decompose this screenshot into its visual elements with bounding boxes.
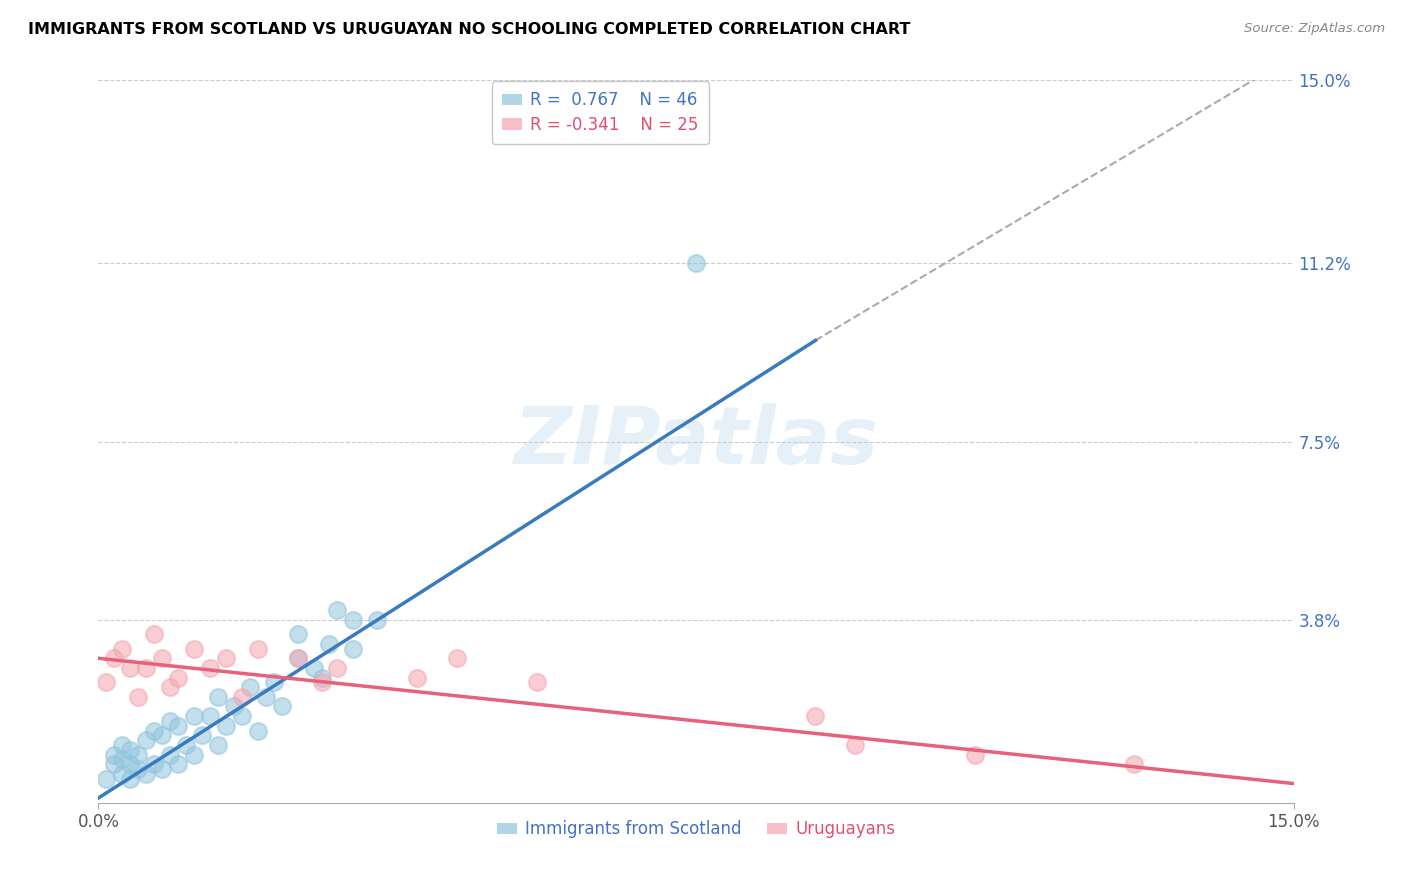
Point <box>246 641 269 656</box>
Point <box>366 613 388 627</box>
Point <box>198 661 221 675</box>
Point <box>103 757 125 772</box>
Point <box>150 728 173 742</box>
Point <box>215 719 238 733</box>
Point <box>103 651 125 665</box>
Point <box>326 661 349 675</box>
Point <box>96 772 118 786</box>
Point <box>287 651 309 665</box>
Point <box>685 256 707 270</box>
Point <box>103 747 125 762</box>
Point <box>270 699 292 714</box>
Point <box>318 637 340 651</box>
Point <box>135 733 157 747</box>
Point <box>127 690 149 704</box>
Point <box>150 762 173 776</box>
Point <box>167 671 190 685</box>
Point <box>342 613 364 627</box>
Point <box>207 690 229 704</box>
Point <box>135 661 157 675</box>
Point <box>167 719 190 733</box>
Point <box>127 747 149 762</box>
Point <box>804 709 827 723</box>
Point <box>446 651 468 665</box>
Point <box>174 738 197 752</box>
Point <box>1123 757 1146 772</box>
Point <box>143 757 166 772</box>
Text: IMMIGRANTS FROM SCOTLAND VS URUGUAYAN NO SCHOOLING COMPLETED CORRELATION CHART: IMMIGRANTS FROM SCOTLAND VS URUGUAYAN NO… <box>28 22 911 37</box>
Point <box>135 767 157 781</box>
Point <box>526 675 548 690</box>
Point <box>342 641 364 656</box>
Point <box>239 680 262 694</box>
Point <box>263 675 285 690</box>
Point <box>406 671 429 685</box>
Point <box>254 690 277 704</box>
Point <box>120 661 142 675</box>
Point <box>120 772 142 786</box>
Point <box>231 709 253 723</box>
Point <box>127 762 149 776</box>
Y-axis label: No Schooling Completed: No Schooling Completed <box>0 340 8 543</box>
Point <box>231 690 253 704</box>
Point <box>302 661 325 675</box>
Point <box>311 671 333 685</box>
Point <box>159 714 181 728</box>
Point <box>963 747 986 762</box>
Legend: Immigrants from Scotland, Uruguayans: Immigrants from Scotland, Uruguayans <box>491 814 901 845</box>
Point <box>150 651 173 665</box>
Text: ZIPatlas: ZIPatlas <box>513 402 879 481</box>
Point <box>844 738 866 752</box>
Point <box>311 675 333 690</box>
Point <box>246 723 269 738</box>
Point <box>143 723 166 738</box>
Point <box>287 651 309 665</box>
Point <box>215 651 238 665</box>
Point <box>183 641 205 656</box>
Point <box>222 699 245 714</box>
Point <box>326 603 349 617</box>
Point <box>120 743 142 757</box>
Point <box>183 747 205 762</box>
Point <box>183 709 205 723</box>
Point <box>191 728 214 742</box>
Point <box>159 680 181 694</box>
Point <box>111 641 134 656</box>
Text: Source: ZipAtlas.com: Source: ZipAtlas.com <box>1244 22 1385 36</box>
Point <box>111 738 134 752</box>
Point <box>96 675 118 690</box>
Point <box>159 747 181 762</box>
Point <box>207 738 229 752</box>
Point <box>120 757 142 772</box>
Point <box>287 627 309 641</box>
Point <box>111 752 134 766</box>
Point <box>167 757 190 772</box>
Point <box>111 767 134 781</box>
Point <box>198 709 221 723</box>
Point <box>143 627 166 641</box>
